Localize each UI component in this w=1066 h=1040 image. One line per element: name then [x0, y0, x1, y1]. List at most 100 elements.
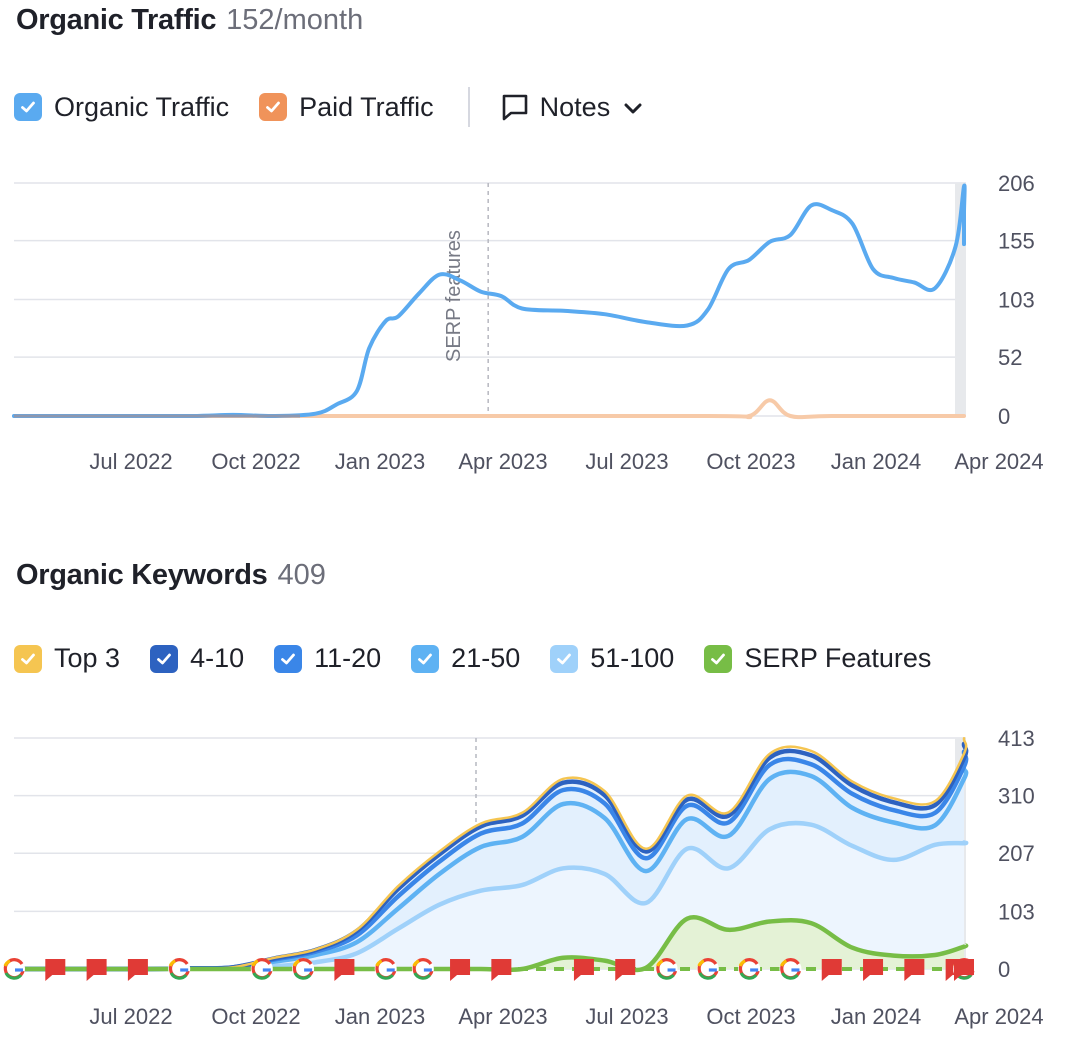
traffic-y-tick: 206: [998, 171, 1035, 196]
organic-keywords-chart[interactable]: 0 103 207 310 413 Jul 2022 Oct 2022 Jan 2023 Apr…: [0, 540, 1066, 1040]
check-icon: [418, 653, 433, 664]
legend-label: SERP Features: [744, 643, 932, 673]
traffic-x-tick: Apr 2024: [954, 449, 1043, 474]
keywords-y-tick: 310: [998, 784, 1035, 809]
chevron-down-icon: [624, 103, 642, 114]
legend-label: Paid Traffic: [299, 91, 434, 122]
legend-label: Top 3: [54, 643, 121, 673]
note-marker: [573, 959, 594, 981]
keywords-x-tick: Apr 2024: [954, 1004, 1043, 1029]
checkbox-paid-traffic[interactable]: [259, 93, 288, 121]
google-arc-yellow: [656, 959, 664, 967]
check-icon: [21, 101, 35, 113]
note-marker: [450, 959, 471, 981]
traffic-x-tick: Jan 2023: [335, 449, 426, 474]
note-marker: [45, 959, 66, 981]
note-marker: [127, 959, 148, 981]
keywords-y-tick: 413: [998, 726, 1035, 751]
google-update-marker: [168, 958, 191, 980]
traffic-x-tick: Jan 2024: [831, 449, 922, 474]
google-arc-green: [739, 972, 758, 980]
google-update-marker: [696, 958, 719, 980]
google-arc-green: [252, 972, 271, 980]
note-marker: [334, 959, 355, 981]
legend-label: Organic Traffic: [54, 91, 230, 122]
serp-features-annotation-label: SERP features: [443, 230, 465, 362]
google-arc-yellow: [697, 959, 705, 967]
keywords-x-tick: Jul 2022: [89, 1004, 172, 1029]
notes-label: Notes: [539, 91, 611, 122]
check-icon: [21, 653, 35, 664]
keywords-x-tick: Jan 2024: [831, 1004, 922, 1029]
google-arc-green: [657, 972, 675, 980]
keywords-y-tick: 0: [998, 957, 1010, 982]
traffic-y-tick: 103: [998, 288, 1035, 313]
checkbox-4-10[interactable]: [150, 644, 179, 673]
checkbox-serp-features[interactable]: [704, 644, 733, 673]
google-update-marker: [738, 958, 761, 980]
google-arc-yellow: [738, 959, 746, 967]
keywords-title: Organic Keywords: [16, 559, 268, 591]
google-update-marker: [655, 958, 678, 980]
google-arc-yellow: [412, 959, 420, 967]
traffic-x-tick: Oct 2023: [706, 449, 795, 474]
note-marker: [863, 959, 884, 981]
checkbox-11-20[interactable]: [274, 644, 303, 673]
keywords-title-row: Organic Keywords 409: [16, 559, 326, 592]
google-update-marker: [374, 958, 397, 980]
check-icon: [711, 653, 726, 664]
legend-label: 21-50: [451, 643, 521, 673]
legend-11-20[interactable]: 11-20: [274, 643, 381, 674]
legend-21-50[interactable]: 21-50: [411, 643, 520, 674]
google-arc-green: [781, 972, 799, 980]
traffic-x-tick: Apr 2023: [458, 449, 547, 474]
google-update-marker: [250, 958, 273, 980]
note-marker: [954, 959, 974, 981]
check-icon: [281, 653, 296, 664]
google-arc-yellow: [168, 959, 176, 967]
google-arc-green: [169, 972, 188, 980]
legend-paid-traffic[interactable]: Paid Traffic: [259, 92, 434, 123]
traffic-x-tick: Oct 2022: [211, 449, 300, 474]
google-arc-green: [376, 972, 394, 980]
google-arc-yellow: [375, 959, 383, 967]
traffic-current-period-band: [955, 183, 966, 416]
legend-label: 4-10: [190, 643, 245, 673]
traffic-title-row: Organic Traffic 152/month: [16, 4, 363, 37]
google-arc-yellow: [292, 959, 300, 967]
notes-dropdown[interactable]: Notes: [500, 92, 645, 123]
note-marker: [821, 959, 842, 981]
legend-organic-traffic[interactable]: Organic Traffic: [14, 92, 229, 123]
check-icon: [557, 653, 572, 664]
keywords-y-tick: 103: [998, 899, 1035, 924]
legend-4-10[interactable]: 4-10: [150, 643, 244, 674]
google-update-marker: [411, 958, 434, 980]
organic-traffic-chart[interactable]: 0 52 103 155 206 Jul 2022 Oct 2022 Jan 2023 Apr …: [0, 0, 1066, 480]
legend-top-3[interactable]: Top 3: [14, 643, 120, 674]
note-marker: [491, 959, 512, 981]
keywords-x-tick: Jul 2023: [585, 1004, 668, 1029]
keywords-x-tick: Apr 2023: [458, 1004, 547, 1029]
legend-label: 11-20: [314, 643, 382, 673]
google-arc-yellow: [251, 959, 259, 967]
comment-icon: [502, 94, 527, 121]
series-line-organic-traffic: [12, 183, 967, 419]
check-icon: [157, 653, 171, 664]
legend-serp-features[interactable]: SERP Features: [704, 643, 931, 674]
checkbox-21-50[interactable]: [411, 644, 440, 673]
check-icon: [266, 101, 280, 113]
traffic-y-tick: 0: [998, 404, 1010, 429]
traffic-y-tick: 155: [998, 229, 1035, 254]
traffic-title: Organic Traffic: [16, 4, 217, 36]
keywords-x-tick: Oct 2023: [706, 1004, 795, 1029]
note-marker: [615, 959, 636, 981]
google-arc-yellow: [3, 959, 11, 967]
checkbox-organic-traffic[interactable]: [14, 93, 42, 121]
note-marker: [86, 959, 107, 981]
legend-51-100[interactable]: 51-100: [550, 643, 674, 674]
checkbox-51-100[interactable]: [550, 644, 579, 673]
checkbox-top-3[interactable]: [14, 644, 42, 673]
google-update-marker: [779, 958, 802, 980]
keywords-y-tick: 207: [998, 841, 1035, 866]
keywords-metric: 409: [277, 559, 326, 591]
